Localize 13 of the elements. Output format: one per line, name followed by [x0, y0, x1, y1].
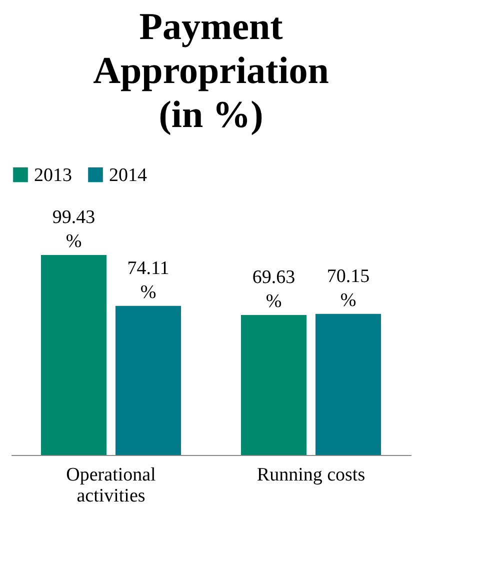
bar — [41, 255, 107, 455]
legend-label: 2013 — [34, 164, 72, 186]
data-label: 69.63 % — [252, 266, 296, 312]
x-tick-label: Running costs — [256, 464, 366, 486]
bar — [115, 306, 181, 455]
chart-title: Payment Appropriation (in %) — [93, 6, 329, 136]
x-tick-label: Operational activities — [66, 464, 156, 506]
data-label: 99.43 % — [52, 207, 96, 252]
data-label: 70.15 % — [326, 266, 370, 311]
legend-label: 2014 — [109, 164, 148, 186]
bar — [241, 314, 307, 455]
bar — [315, 314, 381, 455]
data-label: 74.11 % — [127, 258, 170, 303]
